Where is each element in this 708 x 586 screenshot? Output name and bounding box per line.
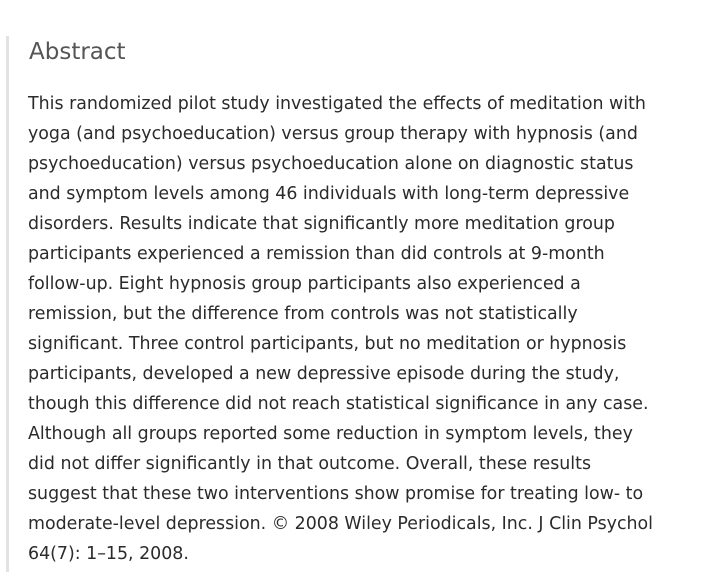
abstract-line: Although all groups reported some reduct…	[28, 424, 633, 444]
abstract-line: This randomized pilot study investigated…	[28, 94, 646, 114]
abstract-heading: Abstract	[29, 39, 126, 65]
abstract-line: moderate-level depression. © 2008 Wiley …	[28, 514, 654, 534]
abstract-line: remission, but the difference from contr…	[28, 304, 578, 324]
abstract-line: 64(7): 1–15, 2008.	[28, 544, 189, 564]
abstract-line: participants experienced a remission tha…	[28, 244, 605, 264]
abstract-line: psychoeducation) versus psychoeducation …	[28, 154, 634, 174]
abstract-line: significant. Three control participants,…	[28, 334, 627, 354]
abstract-line: yoga (and psychoeducation) versus group …	[28, 124, 638, 144]
abstract-line: disorders. Results indicate that signifi…	[28, 214, 615, 234]
abstract-line: and symptom levels among 46 individuals …	[28, 184, 630, 204]
abstract-line: participants, developed a new depressive…	[28, 364, 620, 384]
abstract-line: suggest that these two interventions sho…	[28, 484, 644, 504]
abstract-body: This randomized pilot study investigated…	[28, 89, 700, 569]
abstract-line: did not differ significantly in that out…	[28, 454, 592, 474]
abstract-line: though this difference did not reach sta…	[28, 394, 649, 414]
abstract-section: Abstract This randomized pilot study inv…	[6, 36, 708, 572]
abstract-line: follow-up. Eight hypnosis group particip…	[28, 274, 581, 294]
